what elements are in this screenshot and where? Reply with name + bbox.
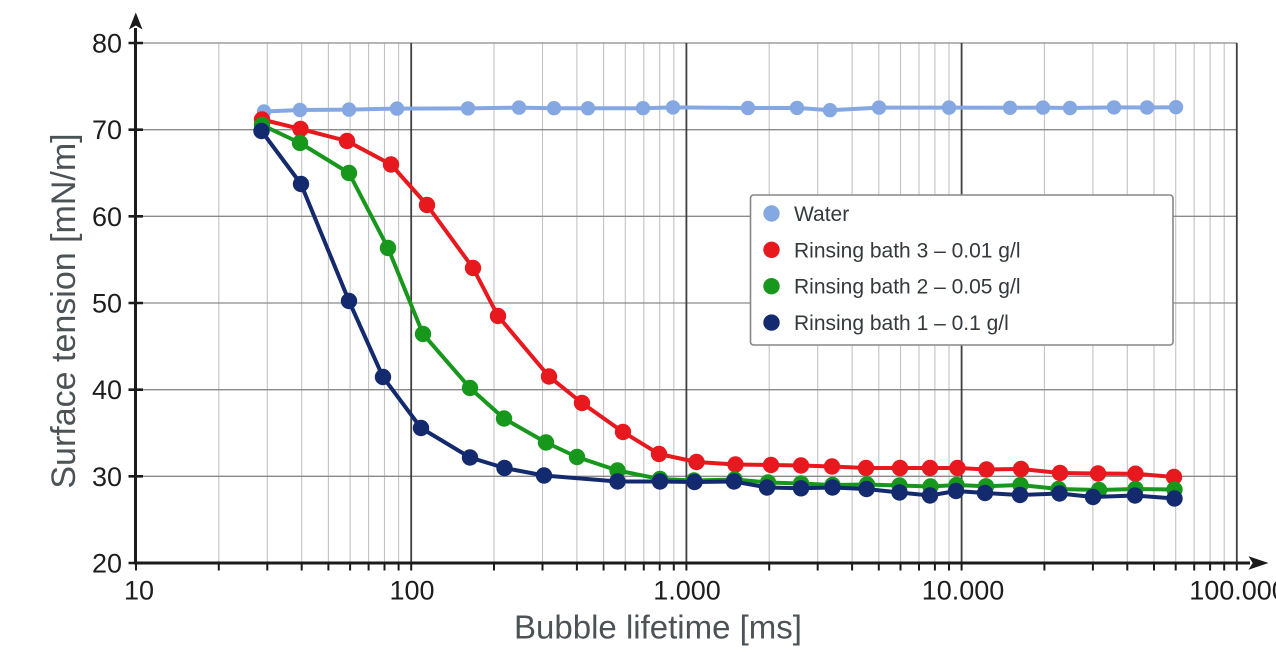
svg-text:Surface tension [mN/m]: Surface tension [mN/m] [45, 133, 83, 488]
svg-text:10.000: 10.000 [922, 576, 1005, 606]
svg-text:20: 20 [92, 549, 122, 579]
svg-text:70: 70 [92, 115, 122, 145]
svg-text:Rinsing bath 1 – 0.1 g/l: Rinsing bath 1 – 0.1 g/l [794, 312, 1009, 335]
svg-text:80: 80 [92, 29, 122, 59]
svg-text:60: 60 [92, 202, 122, 232]
svg-text:Water: Water [794, 203, 849, 226]
svg-text:30: 30 [92, 462, 122, 492]
svg-text:100.000: 100.000 [1189, 576, 1276, 606]
svg-text:40: 40 [92, 375, 122, 405]
svg-text:100: 100 [389, 576, 434, 606]
svg-text:Rinsing bath 3 – 0.01 g/l: Rinsing bath 3 – 0.01 g/l [794, 239, 1021, 262]
svg-text:1.000: 1.000 [653, 576, 721, 606]
svg-text:50: 50 [92, 289, 122, 319]
svg-text:Rinsing bath 2 – 0.05 g/l: Rinsing bath 2 – 0.05 g/l [794, 276, 1021, 299]
svg-text:10: 10 [124, 576, 154, 606]
svg-text:Bubble lifetime [ms]: Bubble lifetime [ms] [514, 609, 802, 646]
